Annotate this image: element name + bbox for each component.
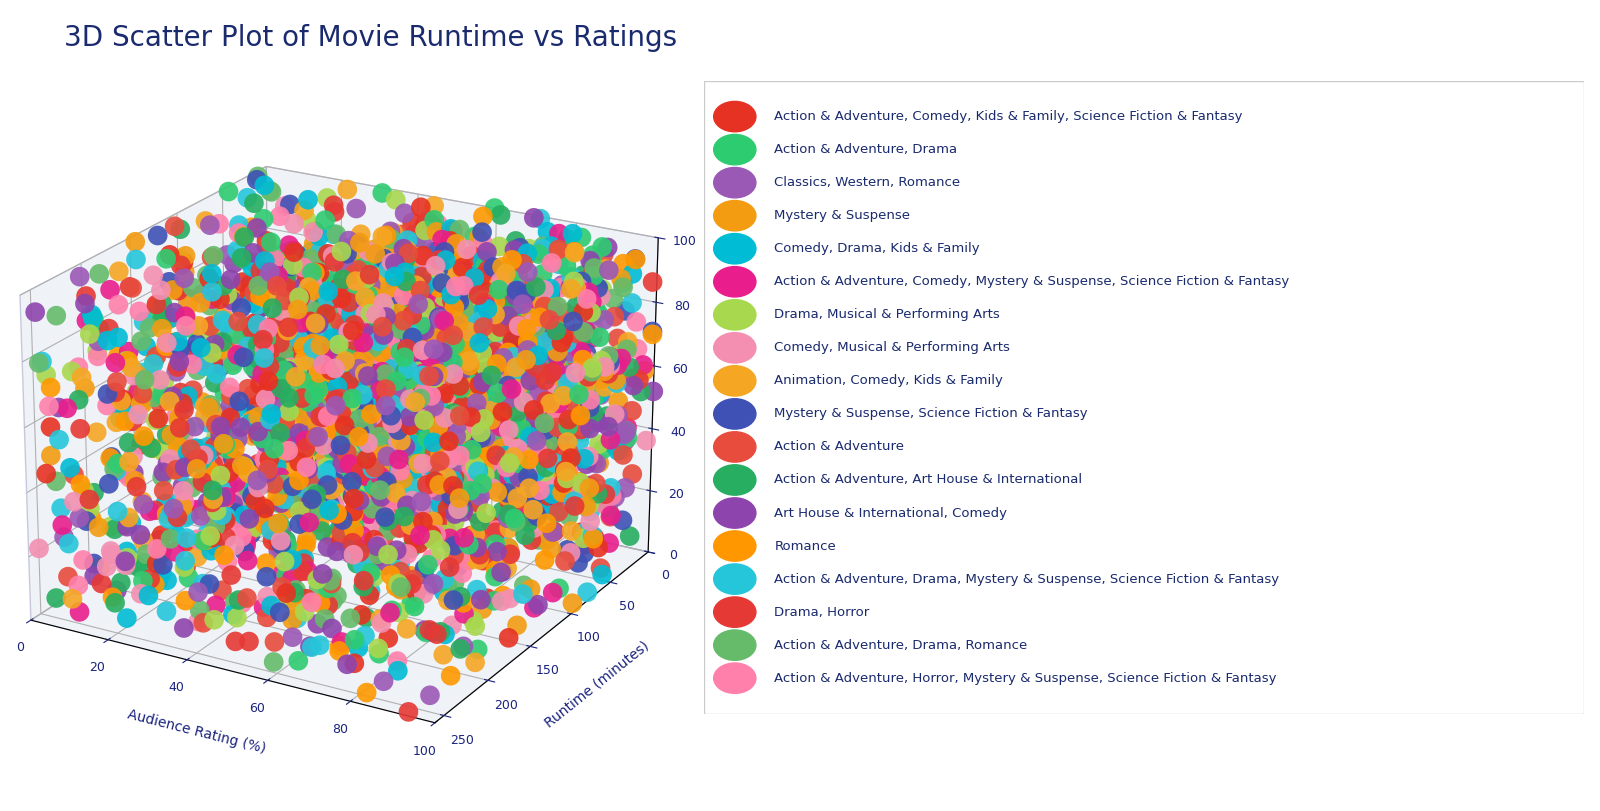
Text: Action & Adventure, Art House & International: Action & Adventure, Art House & Internat… [774,474,1083,487]
Text: Comedy, Musical & Performing Arts: Comedy, Musical & Performing Arts [774,341,1010,354]
Circle shape [714,168,755,198]
Circle shape [714,531,755,561]
Y-axis label: Runtime (minutes): Runtime (minutes) [542,638,651,730]
Circle shape [714,200,755,231]
Circle shape [714,597,755,627]
Text: Action & Adventure, Horror, Mystery & Suspense, Science Fiction & Fantasy: Action & Adventure, Horror, Mystery & Su… [774,672,1277,684]
Text: Action & Adventure, Drama, Romance: Action & Adventure, Drama, Romance [774,638,1027,652]
Text: Art House & International, Comedy: Art House & International, Comedy [774,507,1008,520]
Text: Action & Adventure, Comedy, Kids & Family, Science Fiction & Fantasy: Action & Adventure, Comedy, Kids & Famil… [774,110,1243,123]
Text: Animation, Comedy, Kids & Family: Animation, Comedy, Kids & Family [774,375,1003,388]
Text: Mystery & Suspense, Science Fiction & Fantasy: Mystery & Suspense, Science Fiction & Fa… [774,407,1088,420]
Circle shape [714,135,755,165]
FancyBboxPatch shape [704,81,1584,714]
Text: Romance: Romance [774,539,837,552]
Circle shape [714,366,755,396]
Text: 3D Scatter Plot of Movie Runtime vs Ratings: 3D Scatter Plot of Movie Runtime vs Rati… [64,24,677,53]
Text: Action & Adventure: Action & Adventure [774,440,904,453]
Circle shape [714,333,755,363]
Text: Mystery & Suspense: Mystery & Suspense [774,209,910,222]
Circle shape [714,101,755,131]
Circle shape [714,431,755,462]
Text: Action & Adventure, Comedy, Mystery & Suspense, Science Fiction & Fantasy: Action & Adventure, Comedy, Mystery & Su… [774,275,1290,288]
Text: Drama, Musical & Performing Arts: Drama, Musical & Performing Arts [774,308,1000,321]
Text: Action & Adventure, Drama: Action & Adventure, Drama [774,143,957,157]
Circle shape [714,564,755,594]
Circle shape [714,267,755,297]
Text: Action & Adventure, Drama, Mystery & Suspense, Science Fiction & Fantasy: Action & Adventure, Drama, Mystery & Sus… [774,573,1280,586]
Circle shape [714,399,755,429]
Text: Drama, Horror: Drama, Horror [774,606,870,619]
Circle shape [714,299,755,330]
Text: Comedy, Drama, Kids & Family: Comedy, Drama, Kids & Family [774,242,981,255]
X-axis label: Audience Rating (%): Audience Rating (%) [126,708,267,757]
Circle shape [714,630,755,660]
Circle shape [714,465,755,496]
Circle shape [714,663,755,693]
Circle shape [714,234,755,264]
Text: Classics, Western, Romance: Classics, Western, Romance [774,176,960,189]
Circle shape [714,498,755,528]
